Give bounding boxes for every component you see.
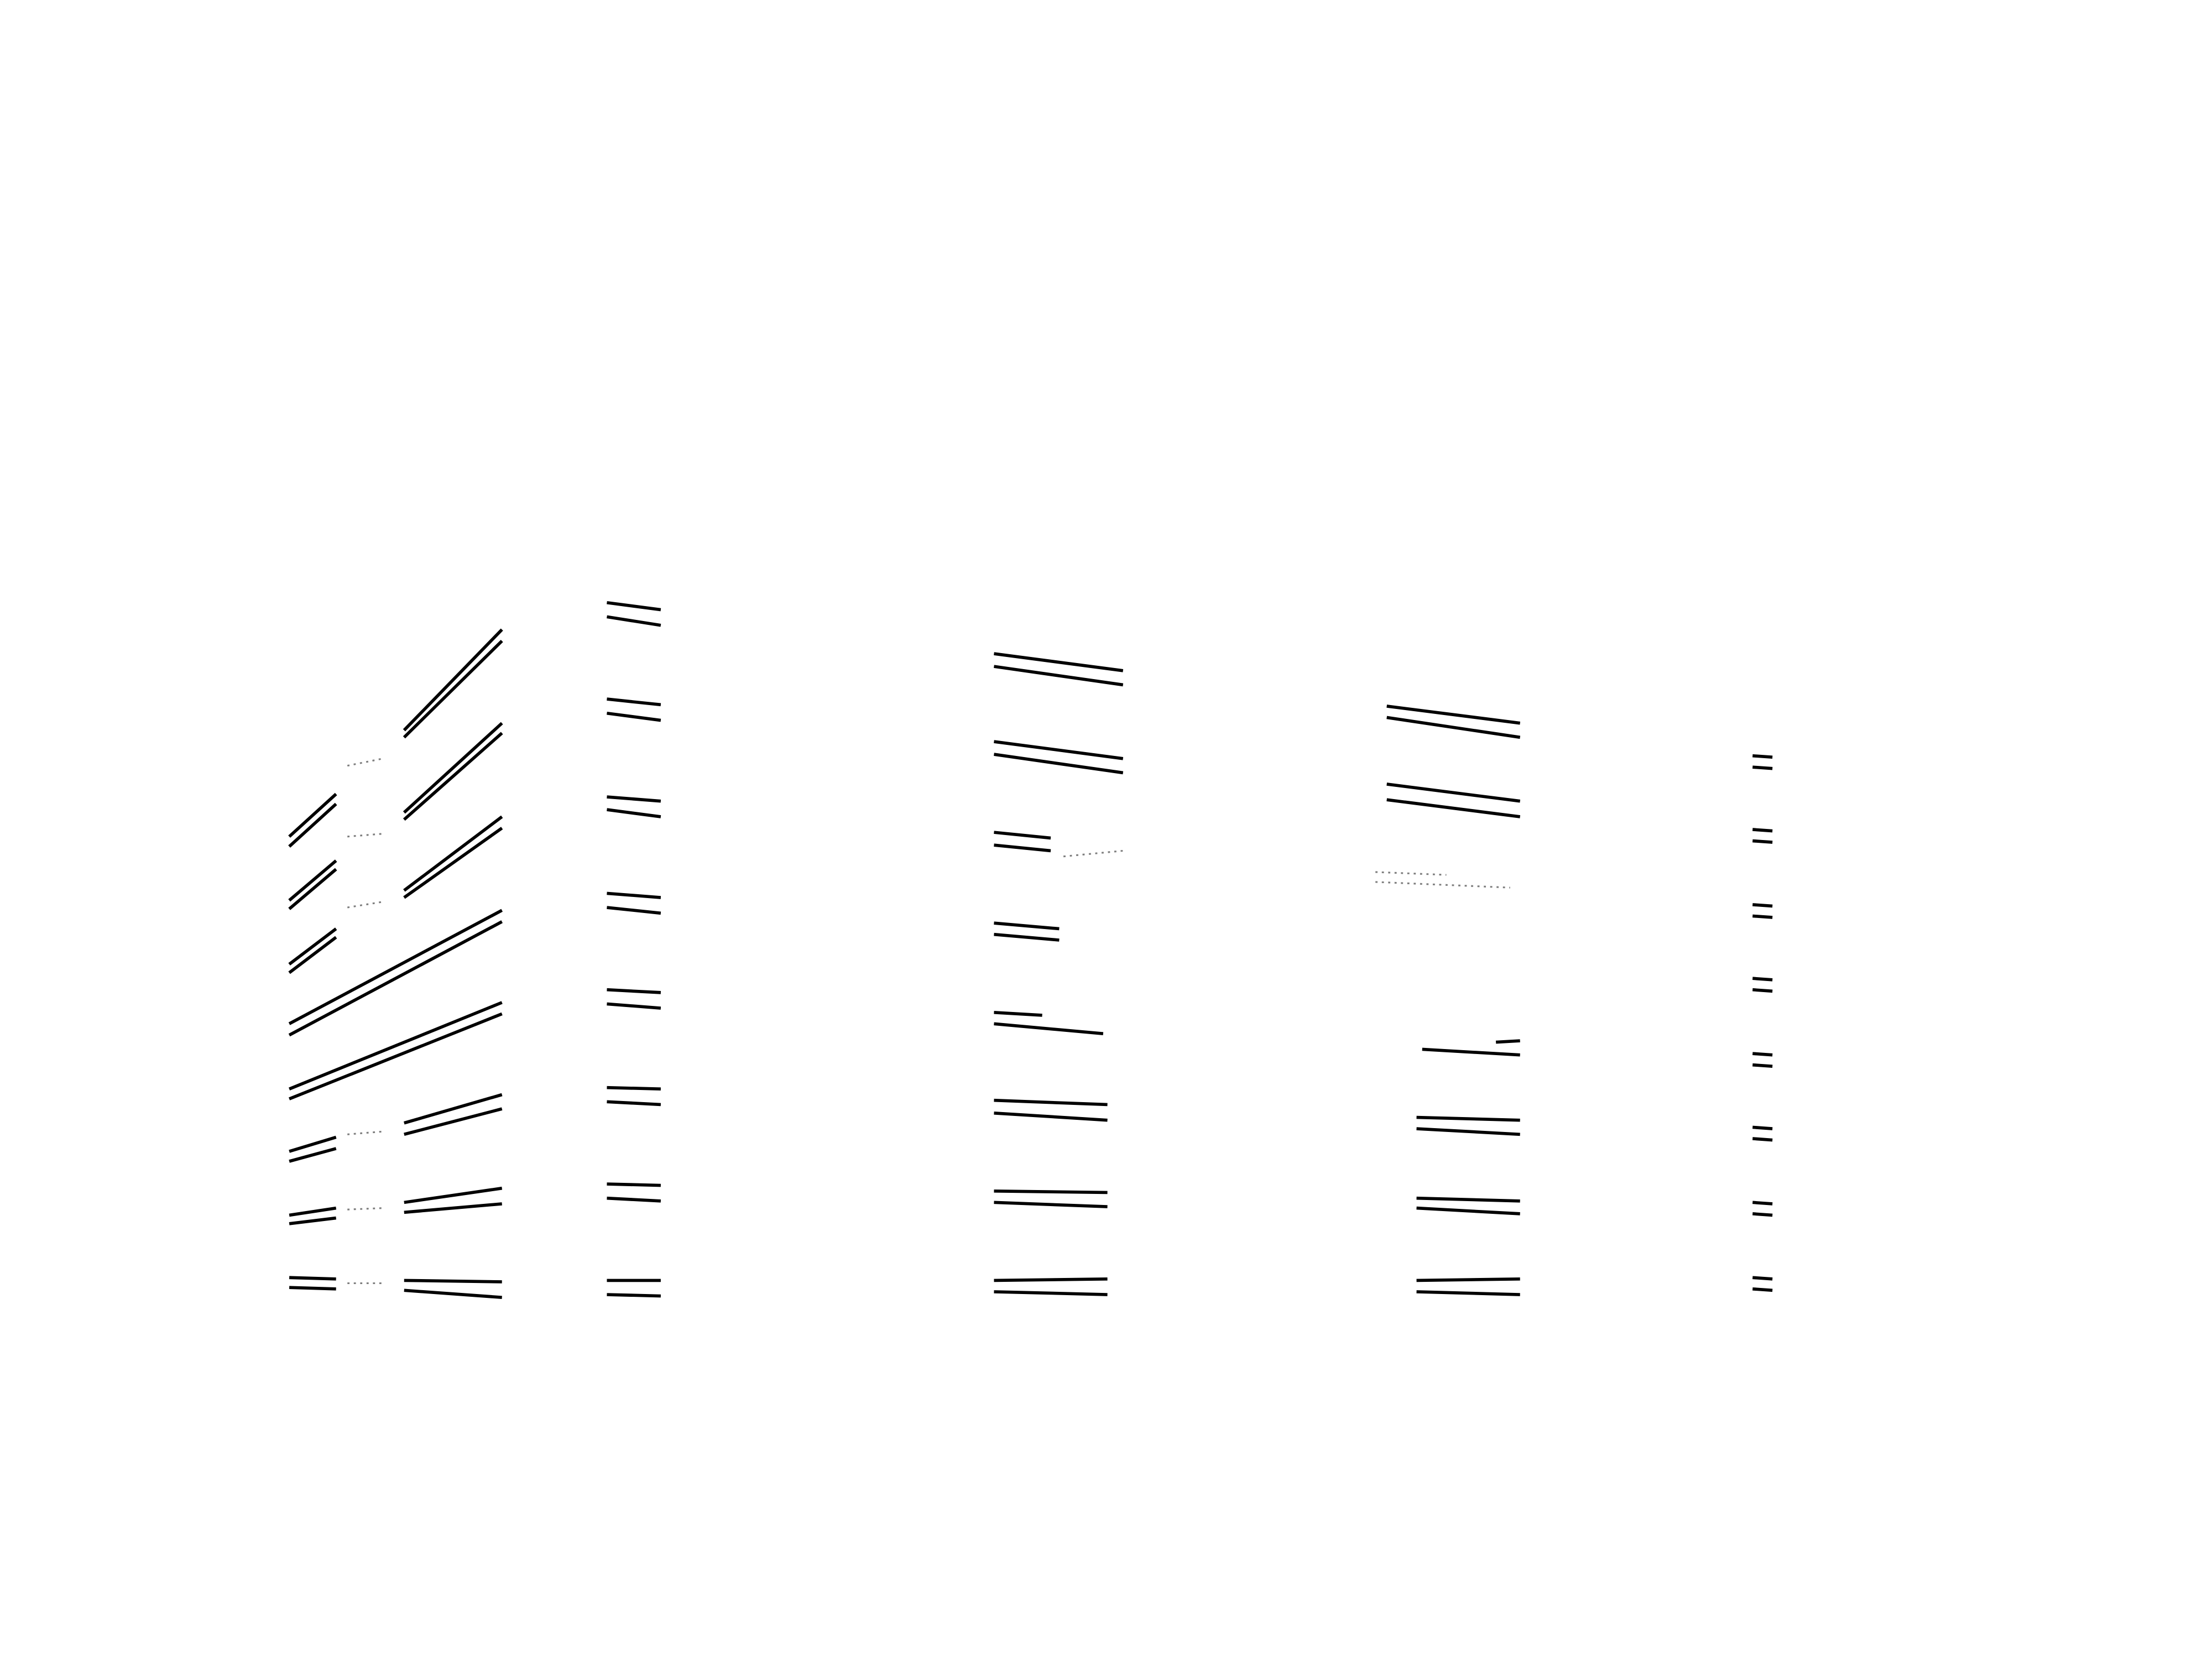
facade-line — [289, 1206, 337, 1217]
facade-line — [289, 1276, 336, 1281]
facade-line — [994, 1010, 1042, 1017]
facade-line — [994, 753, 1124, 775]
facade-line — [403, 639, 503, 739]
facade-line — [994, 1022, 1104, 1036]
facade-line — [1386, 716, 1521, 739]
facade-line — [288, 859, 337, 902]
facade-line — [1416, 1206, 1520, 1215]
facade-line — [1752, 1052, 1773, 1057]
facade-line — [404, 1279, 502, 1284]
facade-line — [288, 927, 337, 966]
facade-line — [1752, 1125, 1773, 1130]
facade-line — [403, 827, 503, 899]
facade-line — [1752, 914, 1773, 919]
facade-line — [994, 1201, 1108, 1208]
facade-line — [1495, 1039, 1520, 1044]
facade-line — [994, 1190, 1108, 1194]
facade-dots — [1375, 871, 1447, 876]
facade-line — [994, 843, 1051, 853]
facade-line — [289, 1001, 503, 1091]
facade-line — [403, 815, 503, 892]
facade-line — [607, 891, 661, 899]
facade-line — [994, 831, 1051, 840]
facade-line — [1752, 1212, 1773, 1217]
facade-line — [403, 732, 503, 821]
facade-line — [1416, 1115, 1520, 1122]
facade-line — [1386, 782, 1521, 803]
facade-line — [606, 615, 661, 627]
facade-line — [1752, 828, 1773, 833]
facade-line — [994, 665, 1124, 687]
facade-line — [404, 1186, 503, 1204]
facade-line — [607, 906, 661, 915]
facade-line — [289, 1286, 336, 1291]
facade-line — [607, 711, 661, 722]
facade-line — [1416, 1196, 1520, 1203]
facade-line — [1386, 705, 1521, 725]
facade-line — [607, 1293, 661, 1298]
facade-line — [1752, 1137, 1773, 1142]
facade-line — [288, 792, 337, 838]
facade-line — [1752, 988, 1773, 993]
facade-line — [994, 1277, 1108, 1282]
facade-line — [607, 1182, 661, 1187]
facade-line — [1752, 1276, 1773, 1281]
facade-line — [607, 1002, 661, 1010]
facade-line — [404, 1288, 502, 1299]
facade-line — [404, 1202, 502, 1214]
facade-line — [1422, 1047, 1520, 1057]
facade-line — [1416, 1290, 1520, 1296]
facade-line — [289, 1135, 337, 1153]
facade-line — [1752, 1063, 1773, 1068]
facade-line — [403, 628, 503, 732]
facade-line — [1386, 798, 1521, 818]
facade-line — [994, 1112, 1108, 1122]
facade-line — [288, 868, 337, 910]
facade-line — [1752, 1201, 1773, 1206]
facade-line — [289, 1012, 503, 1100]
facade-line — [1752, 977, 1773, 982]
facade-line — [1752, 839, 1773, 844]
facade-line — [607, 808, 661, 818]
facade-line — [288, 920, 503, 1037]
facade-line — [404, 1107, 503, 1136]
facade-line — [1416, 1127, 1520, 1136]
facade-line — [607, 1086, 661, 1091]
facade-line — [288, 802, 337, 848]
facade-line — [403, 1093, 503, 1125]
facade-line — [1752, 765, 1773, 770]
facade-line — [607, 697, 661, 707]
facade-line — [607, 1196, 661, 1203]
facade-line — [994, 1098, 1108, 1107]
facade-line — [994, 932, 1060, 942]
facade-line — [994, 740, 1124, 760]
facade-line — [994, 921, 1060, 931]
facade-line — [289, 1147, 337, 1163]
facade-line — [994, 652, 1124, 672]
facade-line — [994, 1290, 1108, 1296]
facade-line — [288, 936, 337, 974]
facade-line — [607, 988, 661, 994]
facade-line — [1752, 754, 1773, 759]
facade-line — [289, 1216, 337, 1225]
facade-line — [403, 722, 503, 814]
facade-line — [607, 601, 661, 612]
facade-line — [607, 795, 661, 803]
facade-line — [288, 909, 503, 1025]
facade-line — [1752, 903, 1773, 908]
window-lines — [288, 601, 1773, 1299]
facade-line — [1752, 1287, 1773, 1292]
facade-line — [607, 1100, 661, 1107]
facade-line — [1416, 1277, 1520, 1282]
